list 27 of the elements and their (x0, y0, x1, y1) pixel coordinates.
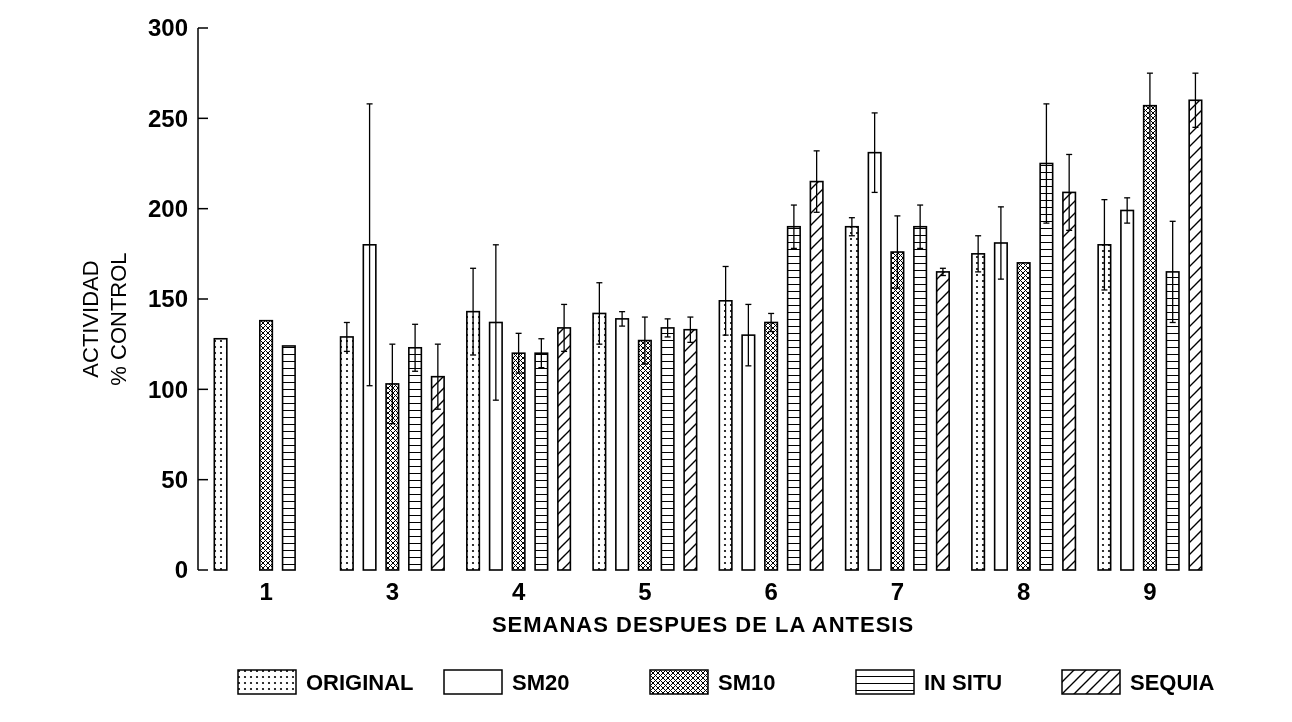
bar (259, 319, 274, 571)
x-tick-label: 9 (1143, 578, 1157, 605)
bar (213, 337, 228, 571)
y-tick-label: 0 (174, 556, 188, 584)
legend-label: IN SITU (924, 670, 1003, 695)
x-tick-label: 8 (1016, 578, 1031, 605)
x-tick-label: 1 (259, 578, 273, 605)
legend-label: SM20 (512, 670, 570, 695)
x-tick-label: 4 (511, 578, 526, 605)
x-axis-title: SEMANAS DESPUES DE LA ANTESIS (491, 612, 915, 637)
y-tick-label: 200 (147, 195, 188, 223)
y-tick-label: 50 (161, 466, 188, 494)
y-tick-label: 100 (147, 375, 188, 403)
bar (1016, 262, 1031, 571)
y-tick-label: 300 (147, 14, 188, 42)
x-tick-label: 7 (890, 578, 905, 605)
legend-label: SM10 (718, 670, 776, 695)
x-tick-label: 5 (638, 578, 652, 605)
legend-label: SEQUIA (1130, 670, 1215, 695)
y-tick-label: 150 (147, 285, 188, 313)
x-tick-label: 3 (385, 578, 400, 605)
y-axis-title: ACTIVIDAD % CONTROL (78, 252, 131, 386)
bar (281, 345, 296, 571)
legend-label: ORIGINAL (306, 670, 414, 695)
bar (935, 271, 950, 571)
x-tick-label: 6 (764, 578, 778, 605)
y-tick-label: 250 (147, 104, 188, 132)
